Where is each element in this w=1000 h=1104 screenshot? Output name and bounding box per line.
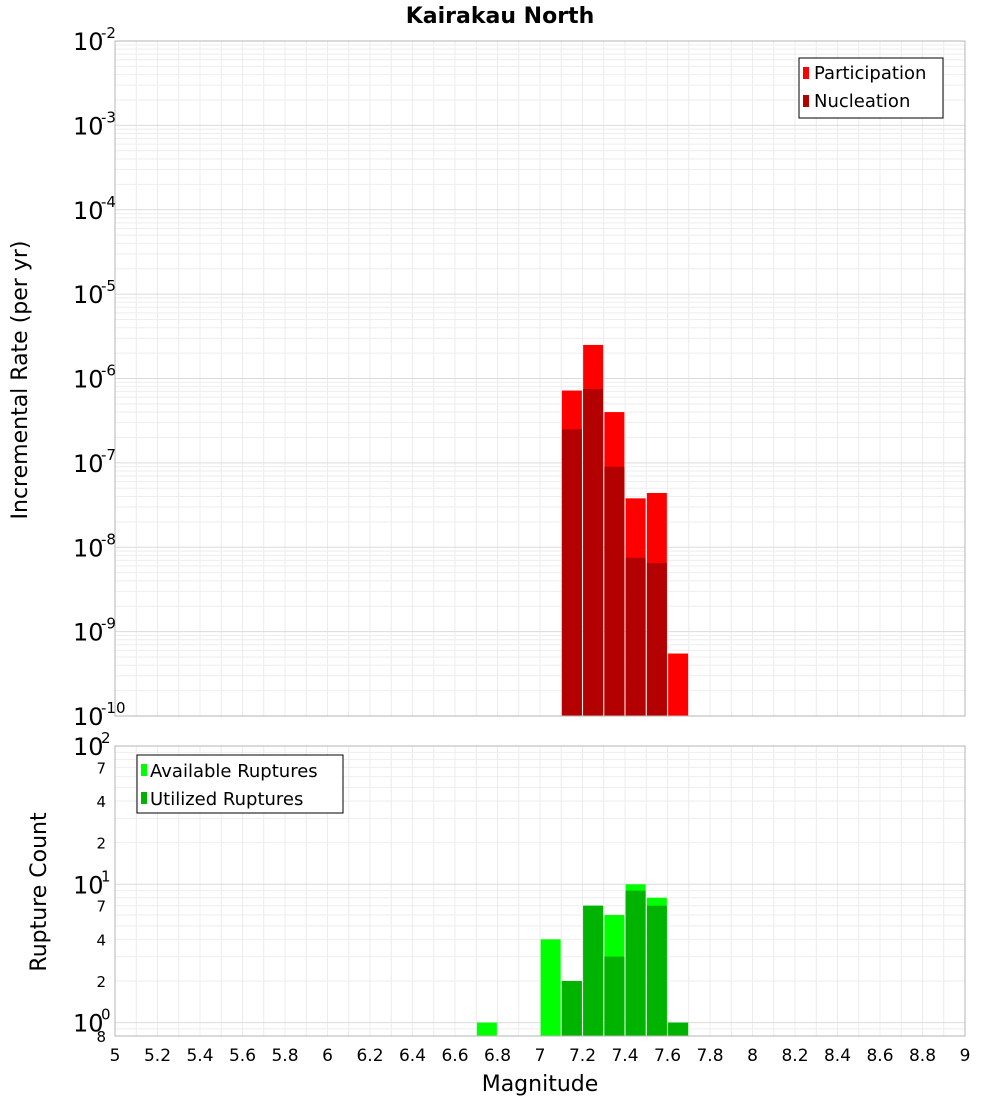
legend-swatch-available-ruptures <box>141 764 147 776</box>
x-tick-label-10: 7 <box>535 1046 546 1066</box>
bottom-y-tick-exp-0: 2 <box>101 729 111 747</box>
top-y-tick-base-7: 10 <box>73 619 104 647</box>
bottom-y-axis-title: Rupture Count <box>27 812 52 972</box>
top-bar-nucleation-2 <box>604 466 625 716</box>
bottom-bar-available-ruptures-1 <box>540 939 561 1036</box>
top-bar-nucleation-4 <box>646 563 667 716</box>
x-tick-label-13: 7.6 <box>654 1046 681 1066</box>
x-tick-label-9: 6.8 <box>484 1046 511 1066</box>
bottom-bar-utilized-ruptures-0 <box>561 980 582 1036</box>
bottom-y-tick-exp-1: 1 <box>101 867 111 885</box>
x-tick-label-0: 5 <box>110 1046 121 1066</box>
bottom-y-minor-label-6: 8 <box>96 1028 106 1046</box>
x-tick-label-4: 5.8 <box>271 1046 298 1066</box>
x-tick-label-17: 8.4 <box>824 1046 851 1066</box>
x-tick-label-1: 5.2 <box>144 1046 171 1066</box>
x-tick-label-3: 5.6 <box>229 1046 256 1066</box>
top-y-tick-base-5: 10 <box>73 450 104 478</box>
top-y-axis-title: Incremental Rate (per yr) <box>8 241 33 520</box>
x-tick-label-19: 8.8 <box>909 1046 936 1066</box>
legend-swatch-utilized-ruptures <box>141 792 147 804</box>
legend-label-nucleation: Nucleation <box>814 91 910 112</box>
bottom-y-minor-label-1: 4 <box>96 793 106 811</box>
top-bar-nucleation-1 <box>583 389 604 716</box>
bottom-y-tick-exp-2: 0 <box>101 1006 111 1024</box>
top-bar-nucleation-0 <box>561 429 582 716</box>
bottom-legend: Available Ruptures Utilized Ruptures <box>136 754 344 814</box>
top-y-tick-exp-8: -10 <box>101 699 126 717</box>
x-tick-labels: 5 5.2 5.4 5.6 5.8 6 6.2 6.4 6.6 6.8 7 7.2 7.4 7.6 7.8 8… <box>110 1046 971 1066</box>
legend-label-participation: Participation <box>814 63 926 84</box>
top-y-tick-exp-5: -7 <box>101 446 116 464</box>
x-tick-label-6: 6.2 <box>356 1046 383 1066</box>
bottom-y-minor-label-2: 2 <box>96 835 106 853</box>
top-legend: Participation Nucleation <box>798 57 944 119</box>
chart-title: Kairakau North <box>406 4 594 29</box>
bottom-y-minor-label-3: 7 <box>96 898 106 916</box>
top-bar-participation-5 <box>668 653 689 716</box>
x-tick-label-14: 7.8 <box>696 1046 723 1066</box>
bottom-y-minor-label-4: 4 <box>96 931 106 949</box>
x-tick-label-16: 8.2 <box>781 1046 808 1066</box>
top-y-tick-base-6: 10 <box>73 534 104 562</box>
top-y-tick-exp-7: -9 <box>101 615 116 633</box>
x-tick-label-8: 6.6 <box>441 1046 468 1066</box>
top-y-tick-exp-1: -3 <box>101 108 116 126</box>
bottom-bar-utilized-ruptures-4 <box>646 905 667 1036</box>
top-y-tick-exp-2: -4 <box>101 193 116 211</box>
top-plot-grid <box>114 40 966 717</box>
top-plot-bars <box>561 344 689 716</box>
legend-label-utilized-ruptures: Utilized Ruptures <box>150 789 303 810</box>
top-y-tick-base-2: 10 <box>73 197 104 225</box>
top-y-tick-exp-3: -5 <box>101 277 116 295</box>
x-tick-label-11: 7.2 <box>569 1046 596 1066</box>
bottom-bar-utilized-ruptures-5 <box>668 1022 689 1036</box>
bottom-bar-utilized-ruptures-3 <box>625 890 646 1036</box>
top-y-tick-base-1: 10 <box>73 112 104 140</box>
bottom-y-tick-base-1: 10 <box>73 871 104 899</box>
bottom-bar-utilized-ruptures-1 <box>583 905 604 1036</box>
bottom-bar-available-ruptures-0 <box>476 1022 497 1036</box>
legend-label-available-ruptures: Available Ruptures <box>150 761 318 782</box>
x-tick-label-7: 6.4 <box>399 1046 426 1066</box>
top-plot-frame <box>114 40 966 717</box>
top-y-tick-exp-6: -8 <box>101 530 116 548</box>
bottom-bar-utilized-ruptures-2 <box>604 956 625 1036</box>
x-tick-label-15: 8 <box>747 1046 758 1066</box>
x-tick-label-18: 8.6 <box>866 1046 893 1066</box>
x-tick-label-20: 9 <box>960 1046 971 1066</box>
top-y-tick-base-3: 10 <box>73 281 104 309</box>
top-y-tick-exp-0: -2 <box>101 24 116 42</box>
top-bar-nucleation-3 <box>625 557 646 716</box>
bottom-y-tick-base-0: 10 <box>73 733 104 761</box>
x-tick-label-2: 5.4 <box>186 1046 213 1066</box>
x-tick-label-5: 6 <box>322 1046 333 1066</box>
bottom-plot-bars <box>476 884 689 1036</box>
bottom-y-minor-label-5: 2 <box>96 973 106 991</box>
top-y-tick-labels: 10-210-310-410-510-610-710-810-910-10 <box>73 24 126 731</box>
legend-swatch-participation <box>803 67 809 79</box>
top-y-tick-base-4: 10 <box>73 366 104 394</box>
top-y-tick-exp-4: -6 <box>101 362 116 380</box>
x-axis-title: Magnitude <box>482 1072 599 1097</box>
bottom-plot-frame <box>114 745 966 1037</box>
bottom-y-minor-label-0: 7 <box>96 759 106 777</box>
legend-swatch-nucleation <box>803 95 809 107</box>
top-y-tick-base-8: 10 <box>73 703 104 731</box>
top-y-tick-base-0: 10 <box>73 28 104 56</box>
bottom-y-tick-base-2: 10 <box>73 1010 104 1038</box>
x-tick-label-12: 7.4 <box>611 1046 638 1066</box>
